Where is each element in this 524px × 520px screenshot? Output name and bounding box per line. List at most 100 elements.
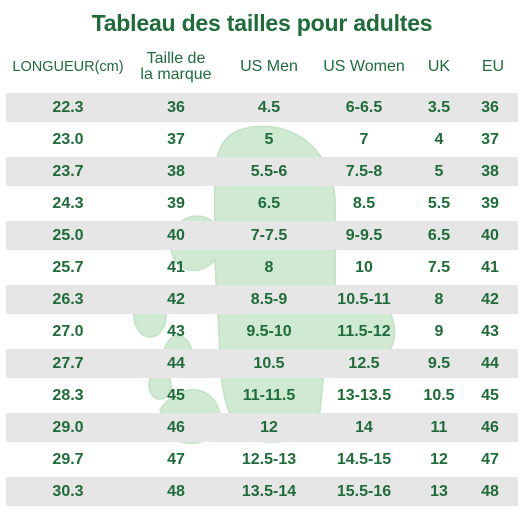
brand-size-cell: 37 xyxy=(167,130,185,148)
table-row: 27.0 43 9.5-10 11.5-12 9 43 xyxy=(6,317,518,346)
length-cell: 24.3 xyxy=(52,194,84,212)
length-cell: 27.0 xyxy=(52,322,84,340)
us-men-cell: 8 xyxy=(264,258,274,276)
header-us-men: US Men xyxy=(240,58,298,75)
uk-cell: 6.5 xyxy=(427,226,451,244)
header-us-women: US Women xyxy=(323,58,405,75)
brand-size-cell: 45 xyxy=(167,386,185,404)
uk-cell: 7.5 xyxy=(427,258,451,276)
table-header: LONGUEUR(cm) Taille de la marque US Men … xyxy=(0,44,524,90)
table-row: 29.7 47 12.5-13 14.5-15 12 47 xyxy=(6,445,518,474)
length-cell: 25.0 xyxy=(52,226,84,244)
length-cell: 25.7 xyxy=(52,258,84,276)
brand-size-cell: 38 xyxy=(167,162,185,180)
brand-size-cell: 42 xyxy=(167,290,185,308)
uk-cell: 3.5 xyxy=(427,98,451,116)
eu-cell: 44 xyxy=(481,354,499,372)
uk-cell: 5 xyxy=(434,162,444,180)
uk-cell: 9.5 xyxy=(427,354,451,372)
brand-size-cell: 47 xyxy=(167,450,185,468)
brand-size-cell: 48 xyxy=(167,482,185,500)
us-women-cell: 10.5-11 xyxy=(337,290,391,308)
us-men-cell: 10.5 xyxy=(253,354,285,372)
eu-cell: 46 xyxy=(481,418,499,436)
brand-size-cell: 44 xyxy=(167,354,185,372)
eu-cell: 42 xyxy=(481,290,499,308)
length-cell: 30.3 xyxy=(52,482,84,500)
length-cell: 28.3 xyxy=(52,386,84,404)
table-row: 27.7 44 10.5 12.5 9.5 44 xyxy=(6,349,518,378)
eu-cell: 43 xyxy=(481,322,499,340)
us-men-cell: 8.5-9 xyxy=(250,290,288,308)
length-cell: 23.0 xyxy=(52,130,84,148)
table-row: 30.3 48 13.5-14 15.5-16 13 48 xyxy=(6,477,518,506)
uk-cell: 11 xyxy=(430,418,448,436)
table-row: 24.3 39 6.5 8.5 5.5 39 xyxy=(6,189,518,218)
us-women-cell: 14.5-15 xyxy=(336,450,392,468)
uk-cell: 13 xyxy=(430,482,448,500)
us-men-cell: 12.5-13 xyxy=(241,450,297,468)
uk-cell: 10.5 xyxy=(423,386,455,404)
us-women-cell: 13-13.5 xyxy=(336,386,392,404)
uk-cell: 5.5 xyxy=(427,194,451,212)
us-women-cell: 10 xyxy=(355,258,373,276)
us-women-cell: 7.5-8 xyxy=(345,162,383,180)
table-row: 23.7 38 5.5-6 7.5-8 5 38 xyxy=(6,157,518,186)
us-women-cell: 12.5 xyxy=(348,354,380,372)
header-brand-size: Taille de la marque xyxy=(134,44,218,90)
length-cell: 27.7 xyxy=(52,354,84,372)
uk-cell: 4 xyxy=(434,130,444,148)
us-men-cell: 6.5 xyxy=(257,194,281,212)
header-uk: UK xyxy=(427,58,451,75)
table-row: 28.3 45 11-11.5 13-13.5 10.5 45 xyxy=(6,381,518,410)
header-brand-size-line2: la marque xyxy=(140,66,212,83)
eu-cell: 47 xyxy=(481,450,499,468)
length-cell: 26.3 xyxy=(52,290,84,308)
us-women-cell: 15.5-16 xyxy=(336,482,392,500)
us-women-cell: 6-6.5 xyxy=(345,98,383,116)
us-men-cell: 12 xyxy=(260,418,278,436)
us-women-cell: 9-9.5 xyxy=(345,226,383,244)
length-cell: 29.7 xyxy=(52,450,84,468)
table-row: 25.0 40 7-7.5 9-9.5 6.5 40 xyxy=(6,221,518,250)
header-eu: EU xyxy=(481,58,505,75)
table-row: 25.7 41 8 10 7.5 41 xyxy=(6,253,518,282)
us-women-cell: 11.5-12 xyxy=(337,322,391,340)
us-men-cell: 5 xyxy=(264,130,274,148)
uk-cell: 8 xyxy=(434,290,444,308)
brand-size-cell: 36 xyxy=(167,98,185,116)
page-title: Tableau des tailles pour adultes xyxy=(91,10,433,36)
header-brand-size-line1: Taille de xyxy=(146,50,206,67)
us-men-cell: 11-11.5 xyxy=(242,386,296,404)
eu-cell: 37 xyxy=(481,130,499,148)
length-cell: 23.7 xyxy=(52,162,84,180)
us-men-cell: 9.5-10 xyxy=(246,322,292,340)
brand-size-cell: 40 xyxy=(167,226,185,244)
table-row: 29.0 46 12 14 11 46 xyxy=(6,413,518,442)
eu-cell: 38 xyxy=(481,162,499,180)
eu-cell: 45 xyxy=(481,386,499,404)
us-men-cell: 7-7.5 xyxy=(250,226,288,244)
table-row: 22.3 36 4.5 6-6.5 3.5 36 xyxy=(6,93,518,122)
us-men-cell: 13.5-14 xyxy=(241,482,297,500)
eu-cell: 48 xyxy=(481,482,499,500)
table-row: 26.3 42 8.5-9 10.5-11 8 42 xyxy=(6,285,518,314)
uk-cell: 9 xyxy=(434,322,444,340)
us-women-cell: 8.5 xyxy=(352,194,376,212)
header-length: LONGUEUR(cm) xyxy=(12,59,124,75)
eu-cell: 39 xyxy=(481,194,499,212)
us-men-cell: 4.5 xyxy=(257,98,281,116)
eu-cell: 36 xyxy=(481,98,499,116)
us-women-cell: 14 xyxy=(355,418,373,436)
table-row: 23.0 37 5 7 4 37 xyxy=(6,125,518,154)
uk-cell: 12 xyxy=(430,450,448,468)
length-cell: 22.3 xyxy=(52,98,84,116)
brand-size-cell: 43 xyxy=(167,322,185,340)
brand-size-cell: 39 xyxy=(167,194,185,212)
eu-cell: 40 xyxy=(481,226,499,244)
eu-cell: 41 xyxy=(481,258,499,276)
us-women-cell: 7 xyxy=(359,130,369,148)
us-men-cell: 5.5-6 xyxy=(250,162,288,180)
brand-size-cell: 41 xyxy=(167,258,185,276)
brand-size-cell: 46 xyxy=(167,418,185,436)
